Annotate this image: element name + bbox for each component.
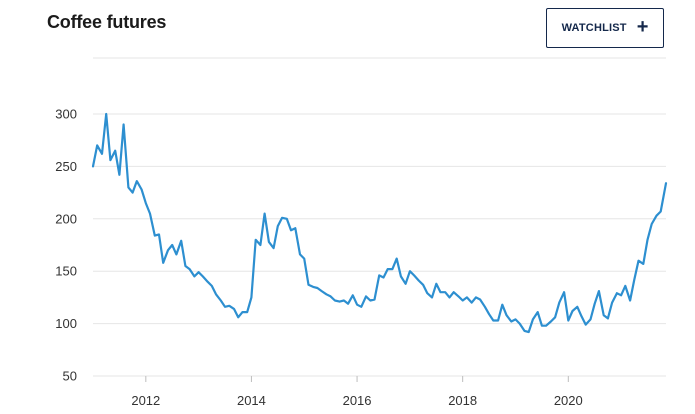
x-tick-label-2018: 2018 bbox=[448, 393, 477, 408]
y-tick-label-150: 150 bbox=[55, 264, 77, 279]
chart-title: Coffee futures bbox=[47, 12, 167, 32]
x-tick-label-2020: 2020 bbox=[554, 393, 583, 408]
x-tick-label-2016: 2016 bbox=[343, 393, 372, 408]
y-tick-label-100: 100 bbox=[55, 316, 77, 331]
y-tick-label-50: 50 bbox=[63, 369, 77, 384]
x-tick-label-2014: 2014 bbox=[237, 393, 266, 408]
watchlist-button-label: WATCHLIST bbox=[561, 22, 627, 34]
y-tick-label-250: 250 bbox=[55, 159, 77, 174]
x-tick-label-2012: 2012 bbox=[131, 393, 160, 408]
y-tick-label-200: 200 bbox=[55, 211, 77, 226]
plus-icon: + bbox=[636, 16, 649, 38]
watchlist-button[interactable]: WATCHLIST + bbox=[546, 8, 664, 48]
series-line-0 bbox=[91, 112, 668, 334]
y-tick-label-300: 300 bbox=[55, 107, 77, 122]
